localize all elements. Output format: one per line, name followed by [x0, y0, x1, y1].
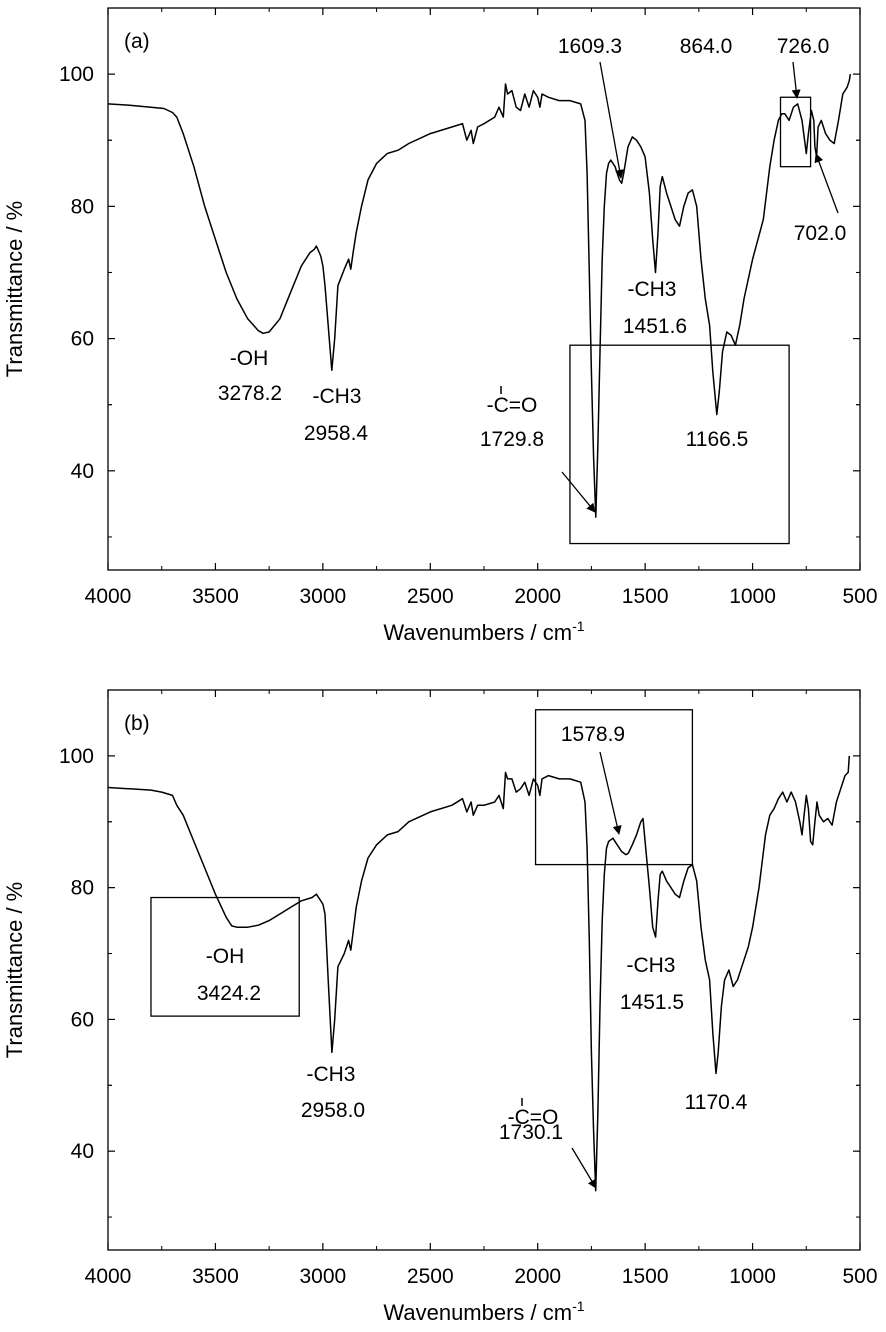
y-tick-label: 100: [59, 745, 94, 768]
y-axis-label: Transmittance / %: [2, 201, 27, 377]
peak-annotation: -CH3: [312, 385, 361, 408]
x-axis-label-text: Wavenumbers / cm: [383, 620, 572, 645]
x-tick-label: 2000: [514, 1265, 561, 1288]
x-tick-label: 500: [842, 585, 877, 608]
peak-annotation: 1578.9: [561, 723, 625, 746]
peak-annotation: 3278.2: [218, 382, 282, 405]
annotation-arrow: [561, 471, 596, 513]
peak-annotation: 1166.5: [686, 428, 749, 451]
peak-annotation: 2958.4: [304, 422, 369, 445]
x-tick-label: 3000: [299, 585, 346, 608]
x-axis-label-text: Wavenumbers / cm: [383, 1300, 572, 1325]
spectrum-line: [107, 755, 851, 1192]
annotation-arrow: [571, 1147, 597, 1189]
highlight-box: [779, 96, 812, 168]
peak-annotation: -OH: [230, 347, 269, 370]
peak-annotation: 1729.8: [480, 428, 544, 451]
x-tick-label: 1500: [622, 1265, 669, 1288]
panel-label: (b): [124, 712, 150, 735]
x-tick-label: 1000: [729, 585, 776, 608]
peak-annotation: 1170.4: [685, 1091, 748, 1114]
spectrum-line: [107, 73, 852, 518]
highlight-box: [534, 709, 694, 866]
peak-annotation: 864.0: [680, 35, 733, 58]
y-tick-label: 40: [71, 1140, 94, 1163]
peak-annotation: 726.0: [777, 35, 830, 58]
annotation-arrow: [599, 751, 622, 835]
x-axis-label-sup: -1: [572, 1298, 585, 1314]
peak-annotation: 3424.2: [197, 982, 261, 1005]
plot-frame: [107, 7, 861, 571]
peak-annotation: 702.0: [794, 222, 847, 245]
x-tick-label: 4000: [85, 1265, 132, 1288]
panel-label: (a): [124, 30, 150, 53]
peak-annotation: 2958.0: [301, 1099, 365, 1122]
y-tick-label: 60: [71, 328, 94, 351]
x-tick-label: 3500: [192, 1265, 239, 1288]
panel-a: 4000 3500 3000 2500 2000 1500 1000 500 40 60 80 100…: [2, 7, 878, 645]
x-tick-label: 2500: [407, 1265, 454, 1288]
x-tick-label: 2000: [514, 585, 561, 608]
peak-annotation: -C=O: [508, 1106, 559, 1129]
x-tick-label: 2500: [407, 585, 454, 608]
y-axis-label: Transmittance / %: [2, 882, 27, 1058]
peak-annotation: -CH3: [626, 954, 675, 977]
x-tick-label: 3000: [299, 1265, 346, 1288]
x-tick-label: 500: [842, 1265, 877, 1288]
x-tick-label: 1500: [622, 585, 669, 608]
y-tick-label: 40: [71, 460, 94, 483]
annotation-arrow: [814, 153, 839, 214]
y-tick-label: 80: [71, 877, 94, 900]
peak-annotation: 1451.5: [620, 991, 684, 1014]
plot-frame: [107, 689, 861, 1251]
annotation-arrow: [791, 61, 801, 99]
peak-annotation: 1451.6: [623, 315, 687, 338]
peak-annotation: -OH: [206, 945, 245, 968]
highlight-box: [150, 896, 300, 1017]
x-axis-label: Wavenumbers / cm-1: [383, 618, 584, 645]
annotation-arrow: [599, 61, 625, 179]
y-tick-label: 100: [59, 63, 94, 86]
y-tick-label: 80: [71, 195, 94, 218]
x-tick-label: 1000: [729, 1265, 776, 1288]
peak-annotation: -CH3: [627, 278, 676, 301]
highlight-box: [569, 344, 790, 545]
peak-annotation: 1609.3: [558, 35, 622, 58]
x-axis-label-sup: -1: [572, 618, 585, 634]
y-tick-label: 60: [71, 1008, 94, 1031]
x-tick-label: 4000: [85, 585, 132, 608]
peak-annotation: -C=O: [487, 394, 538, 417]
panel-b: 4000 3500 3000 2500 2000 1500 1000 500 40 60 80 100…: [2, 689, 878, 1325]
peak-annotation: 1730.1: [499, 1121, 563, 1144]
x-tick-label: 3500: [192, 585, 239, 608]
peak-annotation: -CH3: [306, 1063, 355, 1086]
x-axis-label: Wavenumbers / cm-1: [383, 1298, 584, 1325]
